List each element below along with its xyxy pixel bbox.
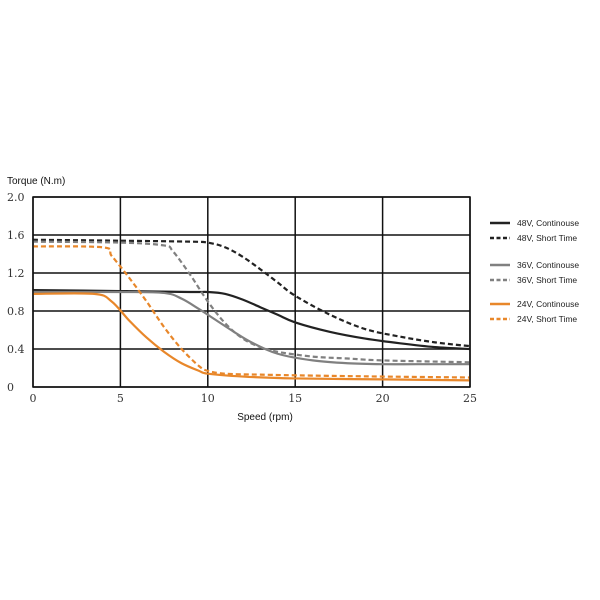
series-line-0 bbox=[32, 289, 471, 351]
x-tick-label: 20 bbox=[376, 392, 390, 405]
legend-label: 36V, Short Time bbox=[517, 275, 577, 285]
y-tick-label: 0.8 bbox=[7, 305, 25, 318]
legend-label: 24V, Continouse bbox=[517, 299, 579, 309]
x-tick-label: 0 bbox=[30, 392, 37, 405]
legend: 48V, Continouse 48V, Short Time 36V, Conti… bbox=[490, 218, 579, 324]
y-tick-label: 0 bbox=[7, 381, 14, 394]
x-tick-label: 25 bbox=[463, 392, 477, 405]
y-tick-labels: 0 0.4 0.8 1.2 1.6 2.0 bbox=[7, 191, 25, 394]
plot-frame bbox=[32, 196, 471, 388]
x-tick-label: 10 bbox=[201, 392, 215, 405]
y-tick-label: 0.4 bbox=[7, 343, 25, 356]
x-tick-label: 15 bbox=[288, 392, 302, 405]
x-tick-label: 5 bbox=[117, 392, 124, 405]
legend-label: 24V, Short Time bbox=[517, 314, 577, 324]
legend-label: 48V, Short Time bbox=[517, 233, 577, 243]
y-axis-label: Torque (N.m) bbox=[7, 176, 65, 187]
series-line-1 bbox=[32, 238, 471, 348]
y-tick-label: 1.6 bbox=[7, 229, 25, 242]
y-tick-label: 2.0 bbox=[7, 191, 25, 204]
x-axis-label: Speed (rpm) bbox=[237, 412, 293, 423]
series-line-5 bbox=[32, 245, 471, 379]
series-line-4 bbox=[32, 292, 471, 382]
x-tick-labels: 0 5 10 15 20 25 bbox=[30, 392, 478, 405]
legend-label: 36V, Continouse bbox=[517, 260, 579, 270]
series-layer bbox=[32, 238, 471, 382]
y-tick-label: 1.2 bbox=[7, 267, 25, 280]
legend-label: 48V, Continouse bbox=[517, 218, 579, 228]
series-line-3 bbox=[32, 240, 471, 364]
